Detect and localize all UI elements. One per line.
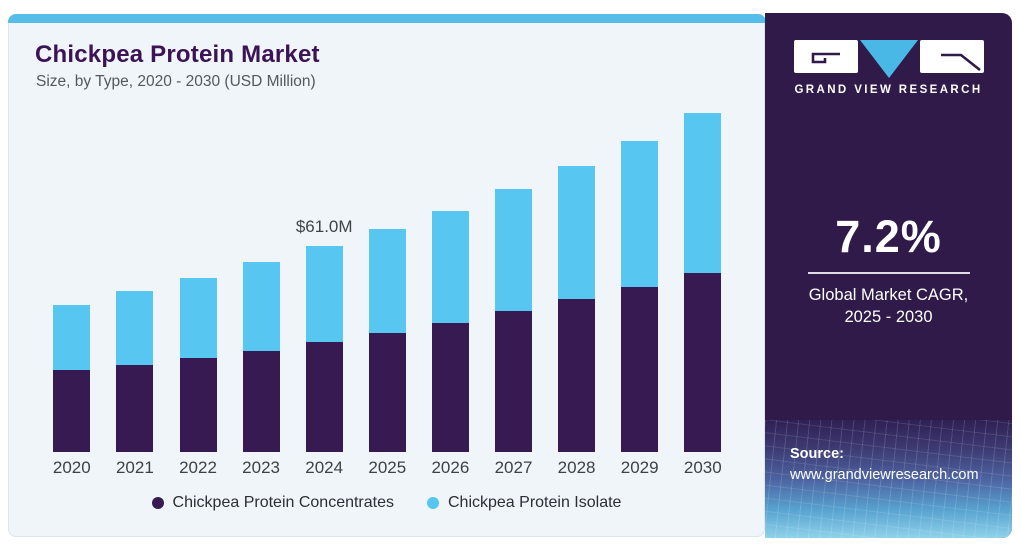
segment-concentrates-2028 [558,299,596,452]
logo-r-block-icon [919,40,984,73]
segment-isolate-2026 [431,210,469,323]
segment-concentrates-2026 [431,322,469,452]
cagr-value: 7.2% [835,211,942,262]
page-subtitle: Size, by Type, 2020 - 2030 (USD Million) [36,73,316,90]
segment-isolate-2022 [179,277,217,358]
logo-v-triangle-icon [859,40,918,78]
x-tick-label-2020: 2020 [52,458,91,477]
x-tick-label-2027: 2027 [494,458,533,477]
x-tick-label-2022: 2022 [179,458,217,477]
x-tick-label-2025: 2025 [368,458,407,477]
x-tick-label-2023: 2023 [242,458,280,477]
segment-isolate-2020 [53,304,91,371]
x-tick-label-2029: 2029 [620,458,659,477]
card-top-accent-bar [8,14,766,23]
bar-stack-2020 [53,304,91,452]
bar-stack-2026 [431,210,469,452]
x-tick-label-2024: 2024 [305,458,344,477]
segment-concentrates-2024 [305,342,343,452]
grand-view-research-logo [765,40,1012,78]
legend-label-isolate: Chickpea Protein Isolate [448,494,622,511]
bar-stack-2029 [621,141,659,452]
segment-concentrates-2020 [53,370,91,452]
segment-concentrates-2023 [242,350,280,452]
segment-isolate-2025 [368,229,406,334]
segment-isolate-2027 [495,189,532,312]
bar-chart: 2020 2021 2022 2023 2024 $61.0M 2025 2026 2027 20… [9,15,764,536]
segment-isolate-2021 [116,290,154,365]
mesh-footer: Source: www.grandviewresearch.com [765,420,1012,538]
bar-stack-2028 [558,166,596,452]
segment-concentrates-2029 [621,286,659,452]
x-tick-label-2028: 2028 [557,458,596,477]
legend-label-concentrates: Chickpea Protein Concentrates [172,494,394,511]
x-tick-label-2026: 2026 [431,458,470,477]
cagr-divider [807,272,970,274]
segment-isolate-2028 [558,166,596,300]
value-annotation: $61.0M [295,217,353,237]
cagr-stat: 7.2% Global Market CAGR, 2025 - 2030 [765,211,1012,329]
legend-item-concentrates: Chickpea Protein Concentrates [151,494,394,512]
segment-concentrates-2030 [684,272,722,452]
bar-stack-2022 [179,277,217,452]
segment-concentrates-2021 [116,364,154,452]
legend-dot-concentrates [151,497,164,509]
segment-isolate-2029 [621,141,659,287]
cagr-label-line2: 2025 - 2030 [844,308,933,327]
source-url[interactable]: www.grandviewresearch.com [790,467,979,483]
x-tick-label-2021: 2021 [115,458,154,477]
legend-dot-isolate [427,497,439,509]
x-tick-label-2030: 2030 [683,458,722,477]
segment-isolate-2030 [684,113,722,273]
brand-sidebar: GRAND VIEW RESEARCH 7.2% Global Market C… [765,13,1012,538]
bar-stack-2027 [495,189,532,452]
segment-concentrates-2027 [495,311,532,452]
bar-stack-2030 [684,113,722,452]
segment-concentrates-2025 [368,333,406,452]
chart-card: Chickpea Protein Market Size, by Type, 2… [8,14,766,537]
bar-stack-2023 [242,262,280,452]
source-label: Source: [790,446,844,462]
legend-item-isolate: Chickpea Protein Isolate [427,494,621,512]
bar-stack-2024 [305,246,343,452]
cagr-label-line1: Global Market CAGR, [808,286,969,304]
bar-stack-2021 [116,290,154,452]
bar-stack-2025 [368,229,406,452]
page-title: Chickpea Protein Market [35,41,320,68]
chart-legend: Chickpea Protein Concentrates Chickpea P… [9,494,764,512]
segment-concentrates-2022 [179,357,217,452]
segment-isolate-2023 [242,262,280,351]
logo-g-block-icon [793,40,858,73]
brand-name: GRAND VIEW RESEARCH [794,84,983,96]
source-block: Source: www.grandviewresearch.com [790,446,979,483]
segment-isolate-2024 [305,246,343,343]
